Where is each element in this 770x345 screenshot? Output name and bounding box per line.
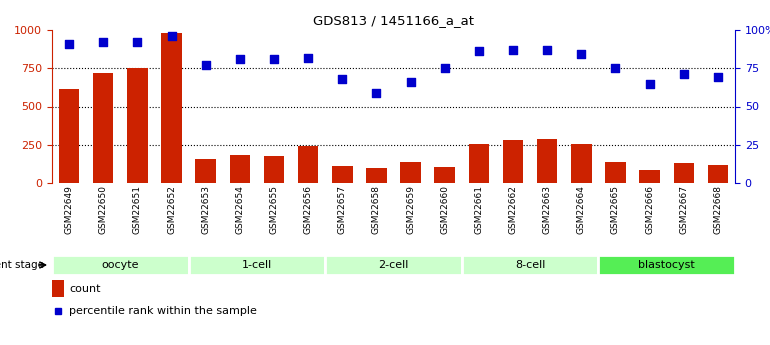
Text: 8-cell: 8-cell bbox=[515, 260, 545, 270]
Bar bbox=[605, 161, 626, 183]
Point bbox=[336, 76, 349, 82]
Bar bbox=[503, 140, 524, 183]
Bar bbox=[571, 144, 591, 183]
Text: GSM22650: GSM22650 bbox=[99, 185, 108, 234]
Point bbox=[678, 72, 690, 77]
Bar bbox=[93, 73, 113, 183]
FancyBboxPatch shape bbox=[598, 255, 735, 275]
Bar bbox=[161, 33, 182, 183]
Point bbox=[63, 41, 75, 47]
Title: GDS813 / 1451166_a_at: GDS813 / 1451166_a_at bbox=[313, 14, 474, 28]
Text: 2-cell: 2-cell bbox=[378, 260, 409, 270]
Point bbox=[711, 75, 724, 80]
Text: blastocyst: blastocyst bbox=[638, 260, 695, 270]
Text: development stage: development stage bbox=[0, 260, 45, 270]
FancyBboxPatch shape bbox=[189, 255, 325, 275]
Text: GSM22659: GSM22659 bbox=[406, 185, 415, 234]
Point bbox=[370, 90, 383, 96]
Point bbox=[609, 66, 621, 71]
Text: GSM22668: GSM22668 bbox=[714, 185, 722, 234]
Point bbox=[302, 55, 314, 60]
Text: GSM22666: GSM22666 bbox=[645, 185, 654, 234]
Text: GSM22655: GSM22655 bbox=[270, 185, 279, 234]
Bar bbox=[469, 144, 489, 183]
Point bbox=[268, 56, 280, 62]
Text: GSM22665: GSM22665 bbox=[611, 185, 620, 234]
Bar bbox=[298, 146, 318, 183]
Text: GSM22651: GSM22651 bbox=[133, 185, 142, 234]
Point bbox=[404, 79, 417, 85]
Point bbox=[233, 56, 246, 62]
Text: GSM22667: GSM22667 bbox=[679, 185, 688, 234]
Text: GSM22662: GSM22662 bbox=[508, 185, 517, 234]
Point bbox=[541, 47, 554, 53]
FancyBboxPatch shape bbox=[462, 255, 598, 275]
Bar bbox=[127, 68, 148, 183]
Point bbox=[473, 49, 485, 54]
Point bbox=[166, 33, 178, 39]
Bar bbox=[537, 139, 557, 183]
Text: GSM22652: GSM22652 bbox=[167, 185, 176, 234]
Text: oocyte: oocyte bbox=[102, 260, 139, 270]
Text: GSM22664: GSM22664 bbox=[577, 185, 586, 234]
Bar bbox=[52, 280, 64, 297]
Text: GSM22649: GSM22649 bbox=[65, 185, 74, 234]
Text: percentile rank within the sample: percentile rank within the sample bbox=[69, 306, 257, 316]
Point bbox=[97, 39, 109, 45]
Text: 1-cell: 1-cell bbox=[242, 260, 272, 270]
Text: GSM22654: GSM22654 bbox=[236, 185, 244, 234]
Bar bbox=[639, 170, 660, 183]
Text: GSM22656: GSM22656 bbox=[303, 185, 313, 234]
Text: GSM22660: GSM22660 bbox=[440, 185, 449, 234]
Point bbox=[575, 52, 588, 57]
Text: GSM22663: GSM22663 bbox=[543, 185, 551, 234]
Point bbox=[439, 66, 451, 71]
Bar bbox=[367, 168, 387, 183]
Bar bbox=[196, 159, 216, 183]
Bar bbox=[400, 161, 421, 183]
Point bbox=[507, 47, 519, 53]
Bar bbox=[264, 156, 284, 183]
Text: GSM22658: GSM22658 bbox=[372, 185, 381, 234]
Bar bbox=[59, 89, 79, 183]
FancyBboxPatch shape bbox=[52, 255, 189, 275]
Point bbox=[644, 81, 656, 86]
Point bbox=[131, 39, 143, 45]
Text: GSM22657: GSM22657 bbox=[338, 185, 346, 234]
Text: count: count bbox=[69, 284, 101, 294]
Bar bbox=[229, 155, 250, 183]
Bar bbox=[332, 166, 353, 183]
FancyBboxPatch shape bbox=[325, 255, 462, 275]
Text: GSM22661: GSM22661 bbox=[474, 185, 484, 234]
Bar bbox=[434, 167, 455, 183]
Text: GSM22653: GSM22653 bbox=[201, 185, 210, 234]
Bar bbox=[674, 163, 694, 183]
Bar bbox=[708, 165, 728, 183]
Point bbox=[199, 62, 212, 68]
